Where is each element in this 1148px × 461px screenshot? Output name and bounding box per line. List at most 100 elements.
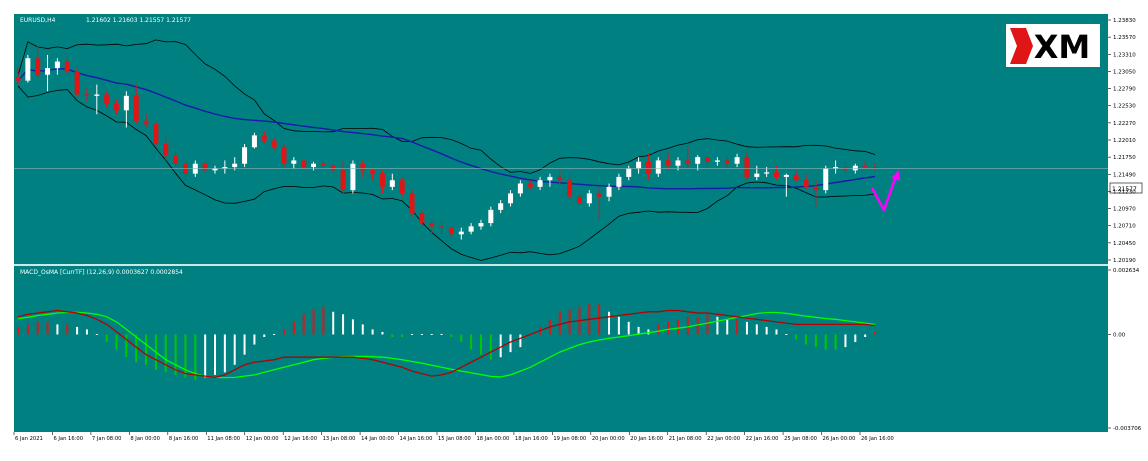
- osma-bar: [46, 321, 49, 335]
- bullish-candle: [754, 173, 760, 177]
- bullish-candle: [311, 163, 317, 168]
- osma-bar: [637, 326, 640, 335]
- bearish-candle: [281, 147, 287, 164]
- bearish-candle: [173, 155, 179, 164]
- osma-bar: [736, 319, 739, 335]
- osma-bar: [785, 333, 788, 335]
- osma-bar: [499, 334, 502, 358]
- price-tick-label: 1.23830: [1113, 18, 1136, 24]
- bearish-candle: [399, 180, 405, 194]
- bearish-candle: [429, 223, 435, 227]
- time-label: 22 Jan 00:00: [707, 436, 740, 442]
- osma-bar: [322, 306, 325, 335]
- price-tick-label: 1.22530: [1113, 104, 1136, 110]
- current-price-label: 1.21577: [1112, 186, 1137, 193]
- price-tick-label: 1.23570: [1113, 35, 1136, 41]
- osma-bar: [874, 331, 876, 335]
- osma-bar: [795, 334, 798, 340]
- osma-bar: [755, 324, 758, 335]
- bullish-candle: [212, 168, 218, 171]
- bullish-candle: [222, 167, 228, 169]
- bearish-candle: [104, 94, 110, 104]
- osma-bar: [844, 334, 847, 348]
- bullish-candle: [54, 61, 60, 69]
- price-tick-label: 1.20970: [1113, 207, 1136, 213]
- price-tick-label: 1.20710: [1113, 224, 1136, 230]
- osma-bar: [17, 326, 19, 335]
- osma-bar: [243, 334, 246, 355]
- bearish-candle: [409, 193, 415, 214]
- bullish-candle: [242, 147, 248, 164]
- osma-bar: [381, 331, 384, 335]
- bullish-candle: [350, 163, 356, 191]
- time-label: 19 Jan 08:00: [553, 436, 586, 442]
- bearish-candle: [84, 94, 90, 96]
- osma-bar: [657, 324, 660, 335]
- price-tick-label: 1.22010: [1113, 138, 1136, 144]
- osma-bar: [282, 329, 285, 335]
- bearish-candle: [64, 61, 70, 72]
- time-label: 18 Jan 16:00: [515, 436, 548, 442]
- bearish-candle: [645, 161, 651, 174]
- price-scale[interactable]: [1108, 14, 1144, 265]
- bullish-candle: [764, 172, 770, 174]
- moving-average-line: [17, 67, 876, 190]
- price-tick-label: 1.20450: [1113, 241, 1136, 247]
- bollinger-lower-line: [17, 85, 876, 261]
- osma-bar: [824, 334, 827, 350]
- osma-bar: [745, 321, 748, 335]
- signal-line: [17, 311, 876, 379]
- bearish-candle: [320, 163, 326, 166]
- time-label: 11 Jan 08:00: [207, 436, 240, 442]
- logo-text: XM: [1034, 28, 1091, 66]
- bearish-candle: [793, 174, 799, 181]
- bearish-candle: [114, 103, 120, 111]
- bearish-candle: [567, 180, 573, 197]
- bearish-candle: [527, 183, 533, 187]
- ohlc-label: 1.21602 1.21603 1.21557 1.21577: [86, 17, 191, 24]
- osma-bar: [617, 316, 620, 335]
- time-label: 8 Jan 16:00: [169, 436, 199, 442]
- price-tick-label: 1.22270: [1113, 121, 1136, 127]
- price-tick-label: 1.20190: [1113, 258, 1136, 264]
- time-label: 13 Jan 08:00: [323, 436, 356, 442]
- bearish-candle: [872, 167, 878, 169]
- osma-bar: [135, 334, 138, 363]
- time-label: 22 Jan 16:00: [746, 436, 779, 442]
- osma-bar: [371, 329, 374, 335]
- osma-bar: [351, 319, 354, 335]
- bullish-candle: [636, 161, 642, 169]
- time-label: 14 Jan 16:00: [400, 436, 433, 442]
- symbol-label: EURUSD,H4: [20, 17, 56, 24]
- bearish-candle: [744, 157, 750, 177]
- price-tick-label: 1.22790: [1113, 87, 1136, 93]
- time-label: 15 Jan 08:00: [438, 436, 471, 442]
- bearish-candle: [202, 163, 208, 171]
- bearish-candle: [557, 176, 563, 181]
- osma-bar: [430, 333, 433, 335]
- time-label: 12 Jan 00:00: [246, 436, 279, 442]
- macd-scale[interactable]: [1108, 266, 1144, 432]
- osma-bar: [214, 334, 217, 375]
- bearish-candle: [163, 143, 169, 156]
- osma-bar: [184, 334, 187, 378]
- macd-panel[interactable]: [14, 266, 1108, 432]
- bullish-candle: [94, 94, 100, 96]
- osma-bar: [253, 334, 256, 345]
- bearish-candle: [773, 172, 779, 177]
- bearish-candle: [576, 196, 582, 204]
- bullish-candle: [508, 193, 514, 204]
- osma-bar: [509, 334, 512, 353]
- osma-bar: [273, 333, 276, 335]
- time-label: 20 Jan 00:00: [592, 436, 625, 442]
- bearish-candle: [74, 71, 80, 95]
- bearish-candle: [370, 170, 376, 174]
- time-label: 7 Jan 08:00: [92, 436, 122, 442]
- bollinger-upper-line: [17, 39, 876, 174]
- bearish-candle: [340, 170, 346, 191]
- bearish-candle: [153, 124, 159, 144]
- price-panel[interactable]: [14, 14, 1108, 265]
- macd-tick-label: -0.003706: [1113, 426, 1142, 432]
- macd-tick-label: 0.002634: [1113, 268, 1140, 274]
- time-axis[interactable]: [14, 432, 1144, 452]
